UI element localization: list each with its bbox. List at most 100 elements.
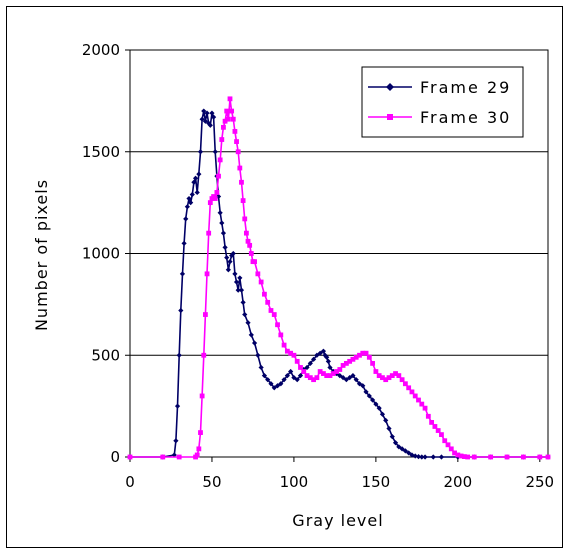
data-point: [220, 230, 227, 236]
data-point: [248, 251, 254, 256]
data-point: [252, 259, 257, 265]
data-point: [242, 216, 248, 222]
data-point: [251, 340, 258, 346]
data-point: [343, 360, 349, 366]
data-point: [275, 322, 280, 328]
data-point: [317, 369, 323, 374]
data-point: [188, 200, 194, 206]
series-line-frame-29: [130, 110, 548, 458]
data-point: [234, 139, 239, 144]
data-point: [278, 332, 284, 338]
data-point: [214, 190, 220, 195]
data-point: [373, 401, 379, 407]
data-point: [217, 157, 223, 163]
data-point: [186, 195, 192, 202]
data-point: [412, 453, 418, 459]
data-point: [201, 352, 207, 358]
data-point: [239, 179, 244, 185]
data-point: [281, 377, 287, 383]
data-point: [225, 267, 231, 273]
data-point: [353, 354, 359, 360]
data-point: [232, 271, 238, 277]
data-point: [386, 425, 392, 432]
data-point: [330, 371, 336, 376]
data-point: [224, 108, 230, 114]
data-point: [376, 373, 382, 378]
series-layer: [127, 96, 551, 460]
data-point: [196, 171, 202, 177]
data-point: [347, 375, 353, 381]
data-point: [356, 381, 363, 387]
tick-labels: 0 500 1000 1500 2000 0 50 100 150 200 250: [82, 41, 554, 491]
data-point: [419, 454, 425, 460]
data-point: [363, 389, 369, 395]
y-tick-label: 0: [110, 448, 120, 466]
data-point: [321, 371, 326, 376]
data-point: [199, 393, 205, 399]
data-point: [265, 299, 271, 305]
data-point: [179, 271, 186, 277]
data-point: [383, 377, 389, 383]
data-point: [268, 308, 274, 313]
data-point: [488, 454, 494, 460]
data-point: [268, 381, 274, 387]
data-point: [212, 196, 218, 201]
x-axis-label: Gray level: [292, 511, 383, 530]
data-point: [199, 116, 205, 122]
series-line-frame-30: [130, 98, 548, 458]
data-point: [350, 356, 356, 362]
data-point: [194, 452, 200, 458]
data-point: [232, 129, 238, 134]
data-point: [376, 405, 382, 411]
data-point: [353, 377, 359, 383]
data-point: [221, 124, 226, 130]
data-point: [448, 446, 454, 452]
data-point: [415, 453, 422, 460]
data-point: [399, 377, 405, 383]
data-point: [191, 179, 197, 185]
data-point: [183, 216, 189, 222]
data-point: [291, 352, 297, 358]
data-point: [197, 149, 204, 155]
data-point: [425, 413, 431, 419]
data-point: [224, 254, 230, 261]
data-point: [271, 312, 277, 317]
data-point: [178, 307, 184, 314]
data-point: [340, 363, 346, 368]
data-point: [207, 122, 213, 128]
data-point: [521, 454, 526, 460]
data-point: [366, 393, 372, 399]
data-point: [504, 454, 510, 460]
y-tick-label: 1000: [82, 245, 120, 263]
data-point: [412, 393, 418, 399]
data-point: [297, 373, 304, 379]
data-point: [340, 375, 346, 381]
data-point: [227, 259, 233, 265]
data-point: [314, 352, 320, 358]
legend: Frame 29 Frame 30: [361, 66, 524, 138]
y-tick-label: 2000: [82, 41, 120, 59]
y-tick-label: 500: [91, 346, 120, 364]
data-point: [324, 373, 330, 378]
legend-marker-frame-29: [386, 83, 394, 91]
data-point: [325, 358, 331, 364]
data-point: [184, 204, 190, 210]
data-point: [235, 149, 241, 155]
data-point: [537, 454, 543, 460]
data-point: [337, 367, 343, 372]
data-point: [242, 311, 248, 318]
data-point: [255, 271, 261, 277]
data-point: [458, 453, 464, 459]
data-point: [304, 364, 310, 371]
data-point: [416, 397, 421, 403]
data-point: [399, 446, 405, 452]
data-point: [366, 354, 372, 360]
data-point: [160, 454, 166, 460]
data-point: [209, 110, 215, 116]
data-point: [373, 369, 379, 374]
data-point: [406, 385, 412, 391]
data-point: [258, 279, 264, 285]
data-point: [216, 173, 221, 179]
data-point: [278, 381, 284, 387]
data-point: [174, 403, 181, 409]
